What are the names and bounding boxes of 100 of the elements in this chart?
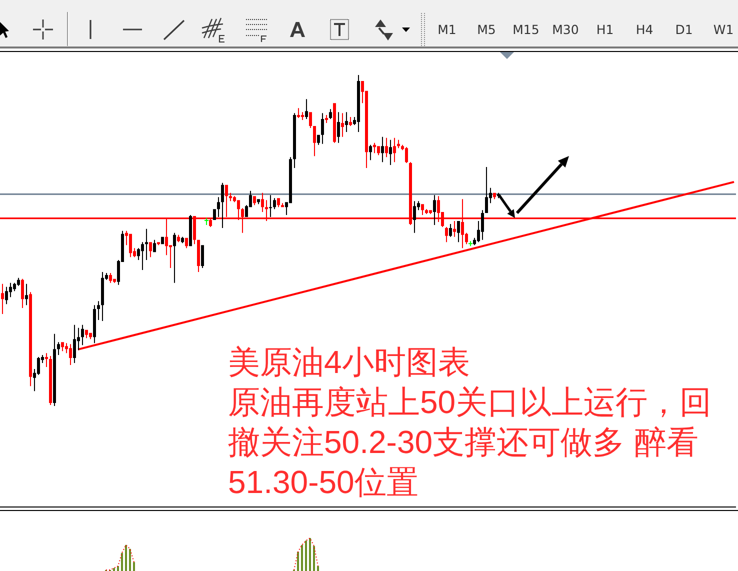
- bar: [133, 562, 135, 571]
- candlestick: [197, 240, 200, 272]
- candlestick: [61, 342, 64, 352]
- text: M1: [438, 22, 456, 37]
- bar: [309, 538, 311, 571]
- candlestick: [1, 284, 4, 314]
- candlestick: [89, 332, 92, 340]
- candlestick: [421, 204, 424, 216]
- candlestick: [213, 209, 216, 220]
- bar: [121, 552, 123, 571]
- candlestick: [393, 138, 396, 162]
- candlestick: [468, 241, 472, 246]
- candlestick: [101, 272, 104, 321]
- candlestick: [389, 140, 392, 166]
- candlestick: [449, 224, 452, 237]
- candlestick: [445, 226, 448, 242]
- candlestick: [85, 330, 88, 338]
- candlestick: [53, 334, 56, 406]
- candlestick: [281, 203, 284, 208]
- candlestick: [485, 167, 488, 214]
- candlestick: [309, 112, 312, 128]
- candlestick: [157, 242, 160, 246]
- candlestick: [337, 112, 340, 143]
- bar: [117, 566, 119, 571]
- candlestick: [413, 201, 416, 233]
- candlestick: [204, 218, 208, 225]
- candlestick: [25, 284, 28, 306]
- candlestick: [425, 209, 428, 214]
- candlestick: [29, 292, 32, 386]
- candlestick: [277, 198, 280, 208]
- candlestick: [185, 238, 188, 248]
- candlestick: [317, 134, 320, 145]
- candlestick: [381, 136, 384, 162]
- candlestick: [177, 234, 180, 242]
- candlestick: [93, 305, 96, 344]
- bar: [129, 548, 131, 571]
- candlestick: [305, 99, 308, 120]
- candlestick: [69, 344, 72, 365]
- candlestick: [145, 228, 148, 260]
- bar: [305, 540, 307, 571]
- text: 美原油4小时图表: [228, 343, 470, 381]
- candlestick: [349, 117, 352, 126]
- candlestick: [5, 286, 8, 304]
- candlestick: [217, 197, 220, 218]
- candlestick: [97, 301, 100, 320]
- candlestick: [221, 182, 224, 228]
- candlestick: [453, 220, 456, 237]
- candlestick: [429, 210, 432, 214]
- candlestick: [257, 199, 260, 204]
- text: M30: [552, 22, 579, 37]
- bar: [301, 544, 303, 571]
- candlestick: [181, 236, 184, 244]
- candlestick: [201, 245, 204, 268]
- candlestick: [261, 192, 264, 212]
- candlestick: [45, 353, 48, 367]
- candlestick: [57, 342, 60, 356]
- candlestick: [457, 220, 460, 242]
- candlestick: [481, 210, 484, 240]
- text: M5: [477, 22, 496, 37]
- candlestick: [109, 272, 112, 283]
- candlestick: [49, 356, 52, 406]
- candlestick: [21, 278, 24, 308]
- candlestick: [325, 115, 328, 124]
- candlestick: [269, 195, 272, 218]
- candlestick: [297, 108, 300, 118]
- candlestick: [333, 103, 336, 143]
- text: D1: [675, 22, 693, 37]
- candlestick: [173, 232, 176, 283]
- text: W1: [713, 22, 734, 37]
- candlestick: [293, 113, 296, 168]
- bar: [313, 546, 315, 571]
- text: 原油再度站上50关口以上运行，回撤关注50.2-30支撑还可做多 醉看51.30-50位置: [228, 383, 712, 501]
- candlestick: [313, 126, 316, 156]
- bar: [317, 566, 319, 571]
- candlestick: [433, 195, 436, 225]
- candlestick: [141, 242, 144, 270]
- candlestick: [153, 240, 156, 252]
- text: H1: [596, 22, 614, 37]
- bar: [113, 568, 115, 571]
- candlestick: [301, 112, 304, 120]
- candlestick: [81, 324, 84, 346]
- candlestick: [129, 234, 132, 258]
- candlestick: [161, 236, 164, 244]
- candlestick: [189, 215, 192, 246]
- candlestick: [273, 198, 276, 210]
- candlestick: [377, 146, 380, 156]
- candlestick: [321, 113, 324, 144]
- bar: [125, 544, 127, 571]
- candlestick: [397, 140, 400, 148]
- candlestick: [493, 192, 496, 200]
- bar: [297, 552, 299, 571]
- candlestick: [253, 196, 256, 206]
- candlestick: [341, 113, 344, 137]
- candlestick: [373, 142, 376, 154]
- candlestick: [385, 138, 388, 158]
- candlestick: [357, 75, 360, 132]
- text: M15: [512, 22, 540, 37]
- text: H4: [636, 22, 654, 37]
- candlestick: [73, 324, 76, 363]
- candlestick: [405, 147, 408, 164]
